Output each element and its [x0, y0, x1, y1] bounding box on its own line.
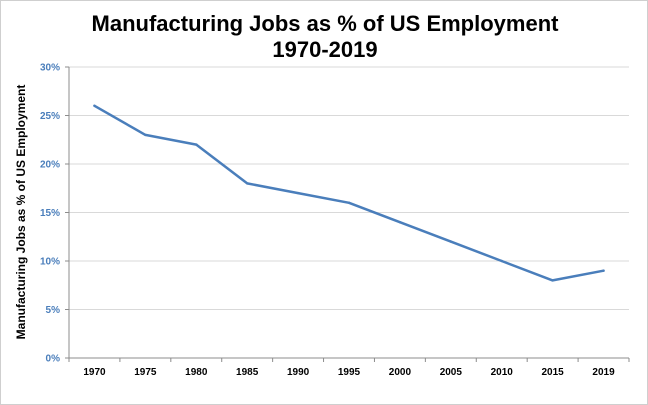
y-tick-label: 20% [40, 160, 60, 171]
data-point [347, 201, 351, 204]
y-tick-label: 30% [40, 63, 60, 74]
data-point [93, 104, 96, 108]
y-tick-label: 5% [46, 305, 61, 316]
y-tick-label: 10% [40, 257, 60, 268]
series-group [93, 104, 605, 282]
data-point [144, 133, 147, 137]
x-tick-label: 1980 [185, 367, 208, 378]
x-tick-label: 1995 [338, 367, 361, 378]
x-tick-label: 2000 [389, 367, 412, 378]
chart-subtitle: 1970-2019 [272, 37, 378, 62]
data-point [398, 221, 402, 224]
x-tick-label: 1990 [287, 367, 310, 378]
x-tick-labels: 1970 1975 1980 1985 1990 1995 2000 2005 2010 2015… [83, 367, 615, 378]
y-tick-label: 25% [40, 111, 60, 122]
data-point [195, 143, 198, 146]
data-point [551, 279, 554, 282]
y-axis-label: Manufacturing Jobs as % of US Employment [14, 85, 28, 340]
x-tick-label: 1985 [236, 367, 259, 378]
series-line [93, 104, 605, 282]
data-point [296, 191, 300, 195]
data-point [500, 259, 503, 263]
y-tick-label: 0% [46, 354, 61, 365]
chart-title: Manufacturing Jobs as % of US Employment… [1, 11, 648, 63]
y-tick-label: 15% [40, 208, 60, 219]
x-tick-label: 2015 [542, 367, 565, 378]
x-tick-label: 1975 [134, 367, 157, 378]
x-tick-label: 1970 [83, 367, 106, 378]
data-point [602, 269, 605, 272]
gridlines [69, 66, 629, 310]
x-tick-label: 2005 [440, 367, 463, 378]
data-point [449, 240, 453, 243]
x-tick-label: 2019 [592, 367, 615, 378]
x-tick-label: 2010 [491, 367, 514, 378]
axes [65, 66, 630, 362]
y-tick-labels: 0% 5% 10% 15% 20% 25% 30% [40, 63, 60, 365]
data-point [245, 182, 249, 185]
chart-title-line1: Manufacturing Jobs as % of US Employment [91, 11, 559, 36]
